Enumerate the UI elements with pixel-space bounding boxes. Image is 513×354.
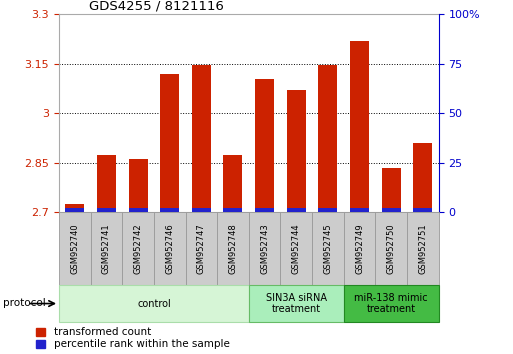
Bar <box>382 168 401 212</box>
Bar <box>192 208 211 212</box>
Bar <box>122 212 154 285</box>
Bar <box>59 212 91 285</box>
Bar <box>344 212 376 285</box>
Bar <box>59 285 249 322</box>
Bar <box>255 79 274 212</box>
Bar <box>319 65 338 212</box>
Bar <box>319 208 338 212</box>
Bar <box>65 204 84 212</box>
Bar <box>382 208 401 212</box>
Text: GSM952748: GSM952748 <box>228 223 238 274</box>
Text: miR-138 mimic
treatment: miR-138 mimic treatment <box>354 293 428 314</box>
Bar <box>186 212 217 285</box>
Bar <box>91 212 122 285</box>
Bar <box>129 208 148 212</box>
Bar <box>255 208 274 212</box>
Text: control: control <box>137 298 171 309</box>
Legend: transformed count, percentile rank within the sample: transformed count, percentile rank withi… <box>36 327 230 349</box>
Text: SIN3A siRNA
treatment: SIN3A siRNA treatment <box>266 293 327 314</box>
Text: protocol: protocol <box>3 298 45 308</box>
Text: GSM952742: GSM952742 <box>133 223 143 274</box>
Bar <box>217 212 249 285</box>
Bar <box>97 155 116 212</box>
Text: GDS4255 / 8121116: GDS4255 / 8121116 <box>89 0 224 13</box>
Text: GSM952751: GSM952751 <box>418 223 427 274</box>
Bar <box>249 285 344 322</box>
Bar <box>350 208 369 212</box>
Bar <box>281 212 312 285</box>
Text: GSM952746: GSM952746 <box>165 223 174 274</box>
Bar <box>287 90 306 212</box>
Bar <box>287 208 306 212</box>
Bar <box>65 208 84 212</box>
Text: GSM952741: GSM952741 <box>102 223 111 274</box>
Bar <box>312 212 344 285</box>
Bar <box>160 208 179 212</box>
Bar <box>413 208 432 212</box>
Bar <box>413 143 432 212</box>
Text: GSM952745: GSM952745 <box>323 223 332 274</box>
Bar <box>407 212 439 285</box>
Bar <box>344 285 439 322</box>
Bar <box>350 41 369 212</box>
Text: GSM952750: GSM952750 <box>387 223 396 274</box>
Bar <box>160 74 179 212</box>
Text: GSM952740: GSM952740 <box>70 223 80 274</box>
Bar <box>249 212 281 285</box>
Bar <box>224 155 243 212</box>
Text: GSM952747: GSM952747 <box>197 223 206 274</box>
Bar <box>154 212 186 285</box>
Text: GSM952743: GSM952743 <box>260 223 269 274</box>
Bar <box>129 159 148 212</box>
Bar <box>224 208 243 212</box>
Text: GSM952749: GSM952749 <box>355 223 364 274</box>
Bar <box>97 208 116 212</box>
Bar <box>376 212 407 285</box>
Text: GSM952744: GSM952744 <box>292 223 301 274</box>
Bar <box>192 65 211 212</box>
